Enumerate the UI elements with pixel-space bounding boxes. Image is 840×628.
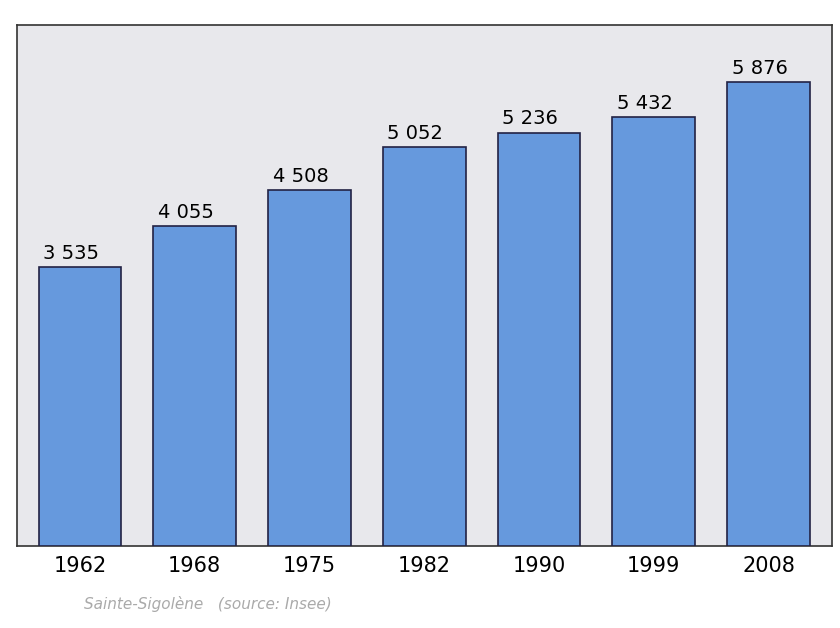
Text: 5 432: 5 432 — [617, 94, 673, 113]
Text: 4 055: 4 055 — [158, 203, 214, 222]
Bar — [727, 82, 810, 546]
Text: 4 508: 4 508 — [273, 167, 328, 186]
Text: Sainte-Sigolène   (source: Insee): Sainte-Sigolène (source: Insee) — [84, 597, 332, 612]
Text: 5 876: 5 876 — [732, 59, 788, 78]
Bar — [612, 117, 695, 546]
Text: 3 535: 3 535 — [43, 244, 99, 263]
Bar — [39, 267, 121, 546]
Bar — [383, 148, 465, 546]
Bar — [497, 133, 580, 546]
Bar — [268, 190, 351, 546]
Bar — [154, 226, 236, 546]
Text: 5 236: 5 236 — [502, 109, 558, 129]
Text: 5 052: 5 052 — [387, 124, 444, 143]
